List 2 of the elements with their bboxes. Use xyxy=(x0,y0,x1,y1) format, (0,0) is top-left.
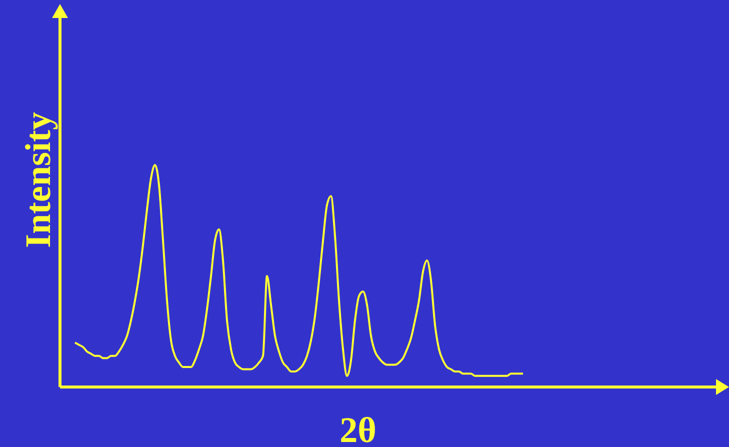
x-axis-title: 2θ xyxy=(340,410,376,447)
y-axis-title: Intensity xyxy=(18,112,58,248)
